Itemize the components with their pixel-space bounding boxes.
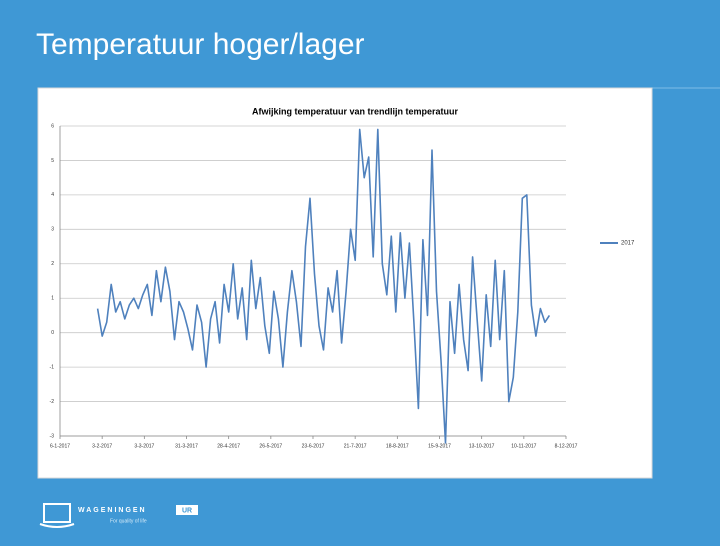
logo-tagline: For quality of life bbox=[110, 518, 147, 524]
x-tick-label: 18-8-2017 bbox=[386, 443, 409, 449]
y-tick-label: -1 bbox=[50, 364, 55, 370]
x-tick-label: 31-3-2017 bbox=[175, 443, 198, 449]
chart-title: Afwijking temperatuur van trendlijn temp… bbox=[252, 106, 459, 116]
x-tick-label: 6-1-2017 bbox=[50, 443, 70, 449]
y-tick-label: 1 bbox=[51, 296, 54, 302]
logo: WAGENINGEN UR For quality of life bbox=[39, 503, 198, 528]
x-tick-label: 3-2-2017 bbox=[92, 443, 112, 449]
x-tick-label: 21-7-2017 bbox=[344, 443, 367, 449]
y-tick-label: 5 bbox=[51, 158, 54, 164]
logo-wave bbox=[39, 523, 75, 528]
data-line bbox=[96, 128, 551, 444]
y-tick-label: 6 bbox=[51, 123, 54, 129]
logo-badge: UR bbox=[182, 507, 192, 514]
y-tick-label: -3 bbox=[50, 433, 55, 439]
x-tick-label: 28-4-2017 bbox=[217, 443, 240, 449]
chart-area bbox=[37, 87, 653, 479]
x-tick-label: 23-6-2017 bbox=[302, 443, 325, 449]
x-tick-label: 8-12-2017 bbox=[555, 443, 578, 449]
logo-name: WAGENINGEN bbox=[78, 507, 147, 514]
x-tick-label: 13-10-2017 bbox=[469, 443, 495, 449]
y-tick-label: 4 bbox=[51, 192, 54, 198]
y-tick-label: -2 bbox=[50, 399, 55, 405]
x-tick-label: 3-3-2017 bbox=[134, 443, 154, 449]
y-tick-label: 3 bbox=[51, 227, 54, 233]
legend-label: 2017 bbox=[621, 241, 635, 247]
slide-title: Temperatuur hoger/lager bbox=[36, 28, 365, 61]
y-tick-label: 2 bbox=[51, 261, 54, 267]
x-tick-label: 10-11-2017 bbox=[511, 443, 536, 449]
logo-badge-box bbox=[176, 505, 198, 515]
y-tick-label: 0 bbox=[51, 330, 54, 336]
x-tick-label: 26-5-2017 bbox=[259, 443, 282, 449]
x-tick-label: 15-9-2017 bbox=[428, 443, 451, 449]
logo-icon bbox=[43, 503, 71, 523]
